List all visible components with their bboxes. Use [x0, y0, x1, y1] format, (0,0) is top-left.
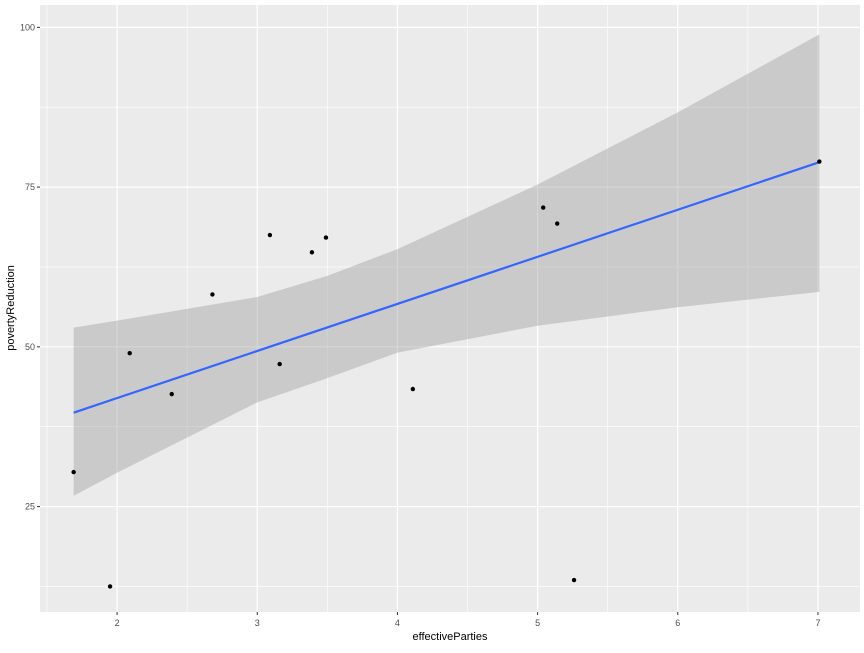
data-point	[817, 159, 822, 164]
major-gridlines	[40, 5, 860, 612]
y-tick-label: 100	[20, 22, 35, 32]
data-point	[127, 351, 132, 356]
data-point	[210, 292, 215, 297]
data-point	[555, 221, 560, 226]
data-point	[410, 386, 416, 392]
data-point	[169, 391, 174, 397]
y-axis-label: povertyReduction	[5, 265, 17, 351]
data-point	[571, 577, 577, 583]
data-point	[107, 584, 113, 589]
regression-line	[73, 161, 820, 414]
x-tick-label: 6	[675, 618, 680, 628]
y-axis-ticks: 25 50 75 100	[20, 22, 40, 512]
data-point	[323, 235, 329, 240]
data-point	[267, 232, 273, 238]
x-tick-label: 4	[395, 618, 400, 628]
plot-panel	[40, 5, 860, 612]
data-point	[71, 469, 76, 475]
x-axis-label: effectiveParties	[412, 631, 488, 643]
data-point	[309, 250, 315, 255]
x-axis-ticks: 2 3 4 5 6 7	[115, 612, 820, 628]
confidence-band	[73, 34, 820, 496]
x-tick-label: 2	[115, 618, 120, 628]
data-point	[277, 361, 282, 367]
x-tick-label: 7	[815, 618, 820, 628]
x-tick-label: 5	[535, 618, 540, 628]
data-point	[541, 205, 546, 210]
y-tick-label: 50	[25, 342, 35, 352]
y-tick-label: 25	[25, 502, 35, 512]
data-points	[71, 159, 822, 589]
x-tick-label: 3	[255, 618, 260, 628]
minor-gridlines	[40, 5, 860, 612]
y-tick-label: 75	[25, 182, 35, 192]
